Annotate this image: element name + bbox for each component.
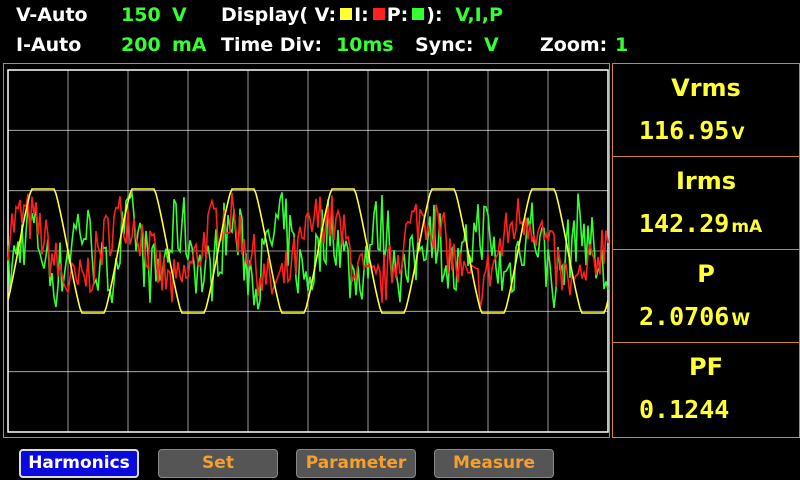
voltage-trace	[7, 188, 609, 314]
power-color-square-icon	[412, 8, 425, 20]
measurement-value: 142.29 mA	[639, 209, 762, 238]
measurement-label: PF	[689, 353, 723, 381]
status-row-1: V-Auto 150 V Display( V: I: P:): V,I,P	[0, 2, 800, 32]
measurement-pf: PF 0.1244	[613, 343, 799, 436]
current-color-square-icon	[372, 8, 385, 20]
measurement-value: 0.1244	[639, 395, 731, 424]
value-unit: mA	[731, 217, 763, 237]
value-number: 142.29	[639, 209, 730, 238]
measurement-label: Vrms	[671, 74, 741, 102]
display-close-label: ):	[426, 4, 443, 26]
measurement-value: 2.0706 W	[639, 302, 750, 331]
power-trace	[7, 190, 609, 310]
display-setting: Display( V: I: P:): V,I,P	[221, 4, 503, 26]
time-div-label: Time Div:	[221, 34, 323, 56]
v-range-unit: V	[172, 4, 187, 26]
display-p-label: P:	[386, 4, 409, 26]
display-label: Display( V:	[221, 4, 337, 26]
measurement-label: P	[697, 260, 715, 288]
time-div-value: 10ms	[336, 34, 394, 56]
sync-label: Sync:	[415, 34, 474, 56]
v-range-value: 150	[121, 4, 161, 26]
v-auto-label: V-Auto	[16, 4, 88, 26]
i-range-value: 200	[121, 34, 161, 56]
value-number: 2.0706	[639, 302, 730, 331]
measurement-power: P 2.0706 W	[613, 250, 799, 343]
sync-value: V	[484, 34, 499, 56]
voltage-color-square-icon	[340, 8, 353, 20]
harmonics-button[interactable]: Harmonics	[19, 449, 139, 478]
value-unit: V	[731, 124, 745, 144]
grid-lines	[8, 70, 608, 432]
value-unit: W	[731, 310, 751, 330]
measure-button[interactable]: Measure	[434, 449, 554, 478]
value-number: 0.1244	[639, 395, 730, 424]
measurement-vrms: Vrms 116.95 V	[613, 64, 799, 157]
i-range-unit: mA	[172, 34, 207, 56]
current-trace	[7, 192, 609, 310]
measurement-panel: Vrms 116.95 V Irms 142.29 mA P 2.0706 W PF …	[612, 63, 800, 438]
set-button[interactable]: Set	[158, 449, 278, 478]
display-value: V,I,P	[455, 4, 503, 26]
status-row-2: I-Auto 200 mA Time Div: 10ms Sync: V Zoo…	[0, 32, 800, 62]
zoom-value: 1	[615, 34, 629, 56]
measurement-label: Irms	[675, 167, 737, 195]
display-i-label: I:	[354, 4, 369, 26]
waveform-plot	[7, 69, 609, 433]
waveform-display	[3, 63, 610, 438]
measurement-irms: Irms 142.29 mA	[613, 157, 799, 250]
i-auto-label: I-Auto	[16, 34, 82, 56]
measurement-value: 116.95 V	[639, 116, 744, 145]
parameter-button[interactable]: Parameter	[296, 449, 416, 478]
zoom-label: Zoom:	[540, 34, 608, 56]
value-number: 116.95	[639, 116, 730, 145]
